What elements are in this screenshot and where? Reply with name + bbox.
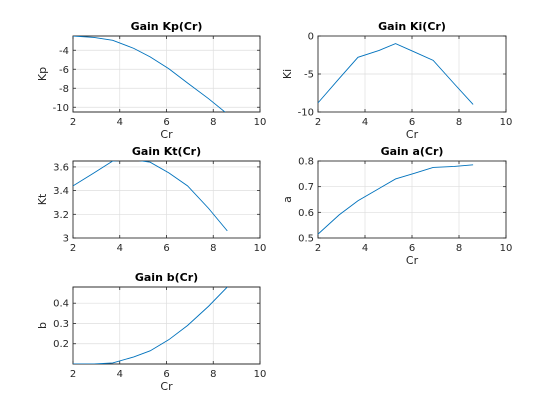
chart-title: Gain Kt(Cr) xyxy=(132,145,201,158)
y-tick-label: -10 xyxy=(53,103,69,114)
chart-title: Gain Kp(Cr) xyxy=(131,20,203,33)
y-tick-label: 0.8 xyxy=(298,157,314,168)
x-tick-label: 4 xyxy=(117,369,123,380)
x-tick-label: 8 xyxy=(210,117,216,128)
y-tick-label: -6 xyxy=(59,65,69,76)
subplot-2: 2 4 6 8 10 -10 -5 0 Gain Ki(Cr) Cr Ki xyxy=(281,20,512,141)
x-tick-label: 6 xyxy=(163,243,169,254)
y-axis-label: a xyxy=(281,196,294,203)
y-tick-label: 0.4 xyxy=(53,299,69,310)
y-tick-label: 0.6 xyxy=(298,208,314,219)
x-tick-label: 8 xyxy=(210,369,216,380)
series-line-1 xyxy=(73,161,228,232)
chart-title: Gain a(Cr) xyxy=(381,145,444,158)
subplot-5: 2 4 6 8 10 0.2 0.3 0.4 Gain b(Cr) Cr b xyxy=(36,271,266,393)
x-tick-label: 2 xyxy=(70,117,76,128)
x-axis-label: Cr xyxy=(406,254,419,267)
x-tick-label: 4 xyxy=(362,117,368,128)
y-tick-label: -4 xyxy=(59,46,69,57)
subplot-3: 2 4 6 8 10 3 3.2 3.4 3.6 Gain Kt(Cr) Kt xyxy=(36,145,266,254)
x-tick-label: 2 xyxy=(315,243,321,254)
y-axis-label: Kp xyxy=(36,67,49,81)
y-tick-label: -10 xyxy=(298,108,314,119)
y-tick-label: 0.5 xyxy=(298,234,314,245)
y-tick-label: 0.3 xyxy=(53,319,69,330)
x-tick-label: 4 xyxy=(362,243,368,254)
y-tick-label: 0.2 xyxy=(53,339,69,350)
subplot-1: 2 4 6 8 10 -10 -8 -6 -4 Gain Kp(Cr) Cr Kp xyxy=(36,20,266,141)
x-tick-label: 2 xyxy=(70,369,76,380)
y-axis-label: b xyxy=(36,322,49,329)
y-axis-label: Ki xyxy=(281,69,294,79)
x-tick-label: 8 xyxy=(210,243,216,254)
series-line-1 xyxy=(318,164,474,235)
x-tick-label: 4 xyxy=(117,117,123,128)
x-axis-label: Cr xyxy=(160,380,173,393)
y-tick-label: 3.2 xyxy=(53,210,69,221)
series-line-1 xyxy=(318,43,474,105)
y-axis-label: Kt xyxy=(36,193,49,205)
x-tick-label: 2 xyxy=(70,243,76,254)
x-tick-label: 10 xyxy=(254,243,267,254)
x-tick-label: 10 xyxy=(500,117,513,128)
x-tick-label: 6 xyxy=(409,243,415,254)
x-axis-label: Cr xyxy=(160,128,173,141)
x-tick-label: 6 xyxy=(163,369,169,380)
y-tick-label: 0 xyxy=(308,32,314,43)
x-tick-label: 8 xyxy=(456,117,462,128)
x-tick-label: 10 xyxy=(254,117,267,128)
subplot-4: 2 4 6 8 10 0.5 0.6 0.7 0.8 Gain a(Cr) Cr a xyxy=(281,145,512,267)
y-tick-label: 0.7 xyxy=(298,182,314,193)
x-tick-label: 8 xyxy=(456,243,462,254)
x-tick-label: 10 xyxy=(500,243,513,254)
x-tick-label: 6 xyxy=(163,117,169,128)
x-tick-label: 2 xyxy=(315,117,321,128)
chart-title: Gain b(Cr) xyxy=(135,271,198,284)
x-axis-label: Cr xyxy=(406,128,419,141)
y-tick-label: 3.4 xyxy=(53,186,69,197)
x-tick-label: 4 xyxy=(117,243,123,254)
x-tick-label: 10 xyxy=(254,369,267,380)
y-tick-label: 3 xyxy=(63,234,69,245)
y-tick-label: -5 xyxy=(304,70,314,81)
series-line-1 xyxy=(73,287,228,364)
chart-title: Gain Ki(Cr) xyxy=(378,20,446,33)
series-line-1 xyxy=(73,36,226,112)
x-tick-label: 6 xyxy=(409,117,415,128)
y-tick-label: -8 xyxy=(59,84,69,95)
y-tick-label: 3.6 xyxy=(53,162,69,173)
